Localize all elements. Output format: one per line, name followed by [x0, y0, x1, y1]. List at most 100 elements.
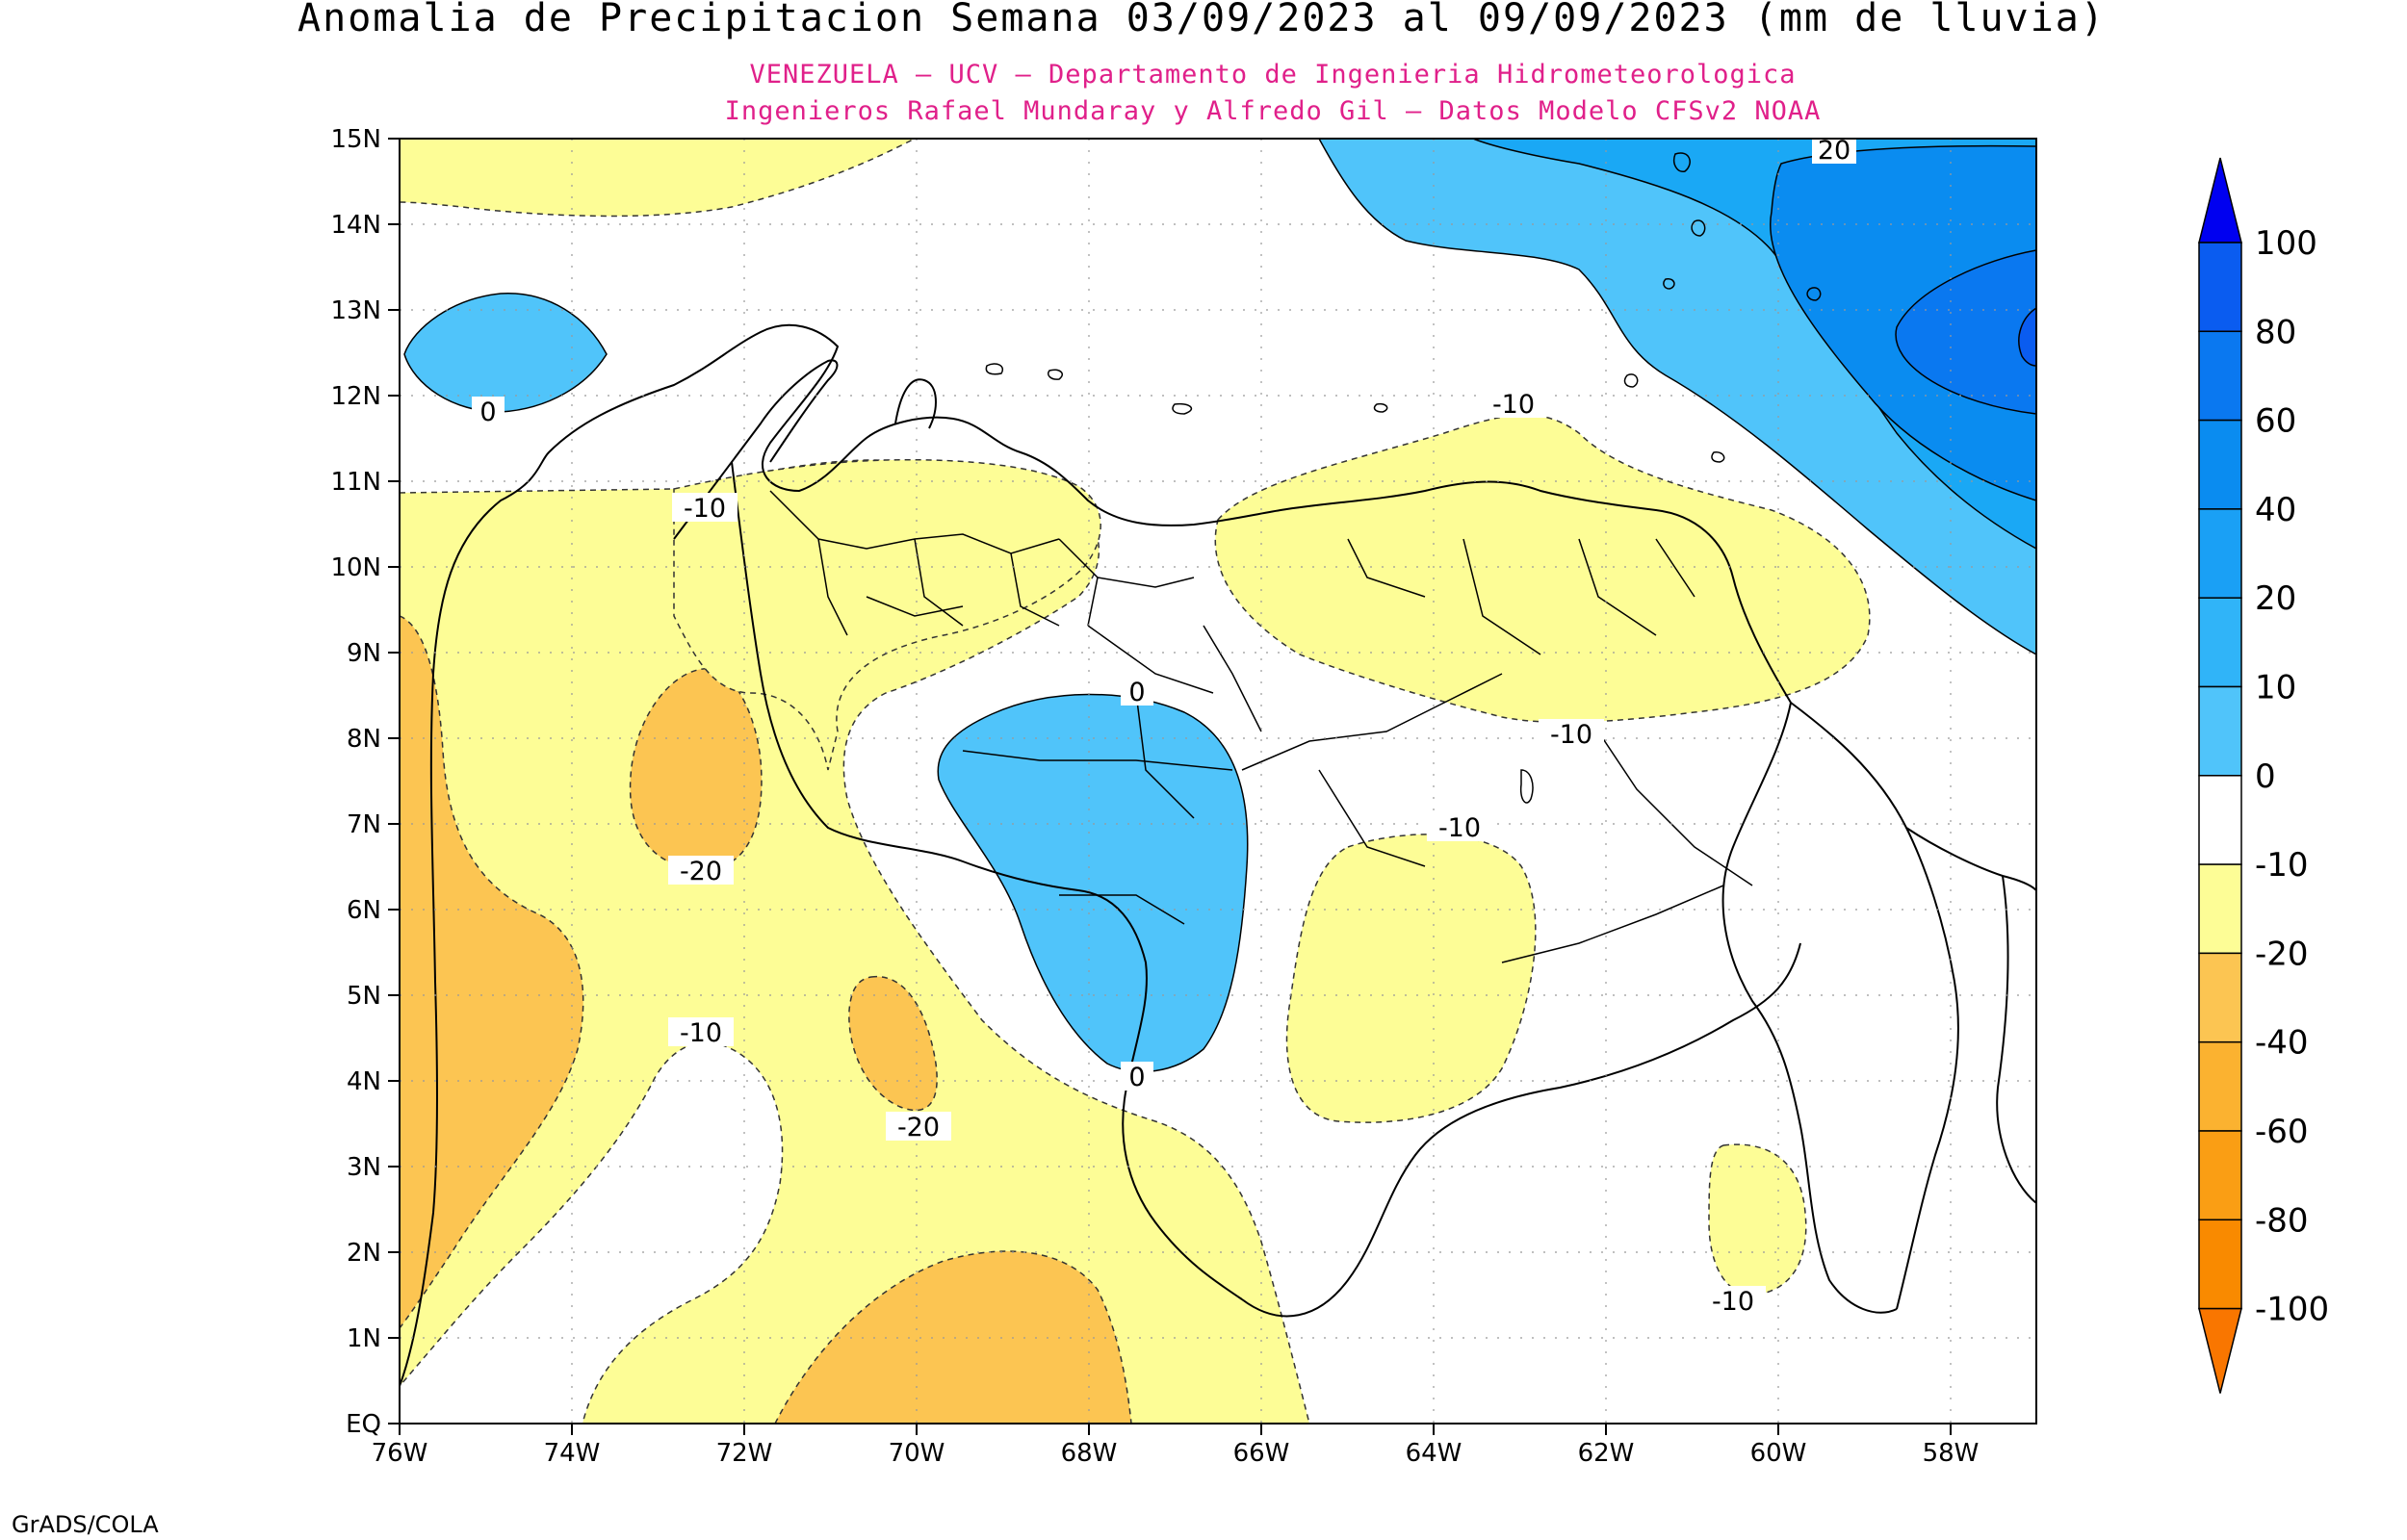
border-guyana-suriname: [1896, 827, 1959, 1310]
colorbar-label: 60: [2255, 402, 2296, 441]
colorbar-segment: [2198, 1219, 2242, 1310]
colorbar-segment: [2198, 1040, 2242, 1132]
anomaly-pos60-ocean-east: [2018, 307, 2036, 367]
lat-label: 6N: [347, 896, 381, 925]
anomaly-pos0-ocean-west: [403, 293, 608, 413]
border-venezuela-guyana: [1721, 702, 1898, 1314]
svg-text:20: 20: [1818, 136, 1851, 166]
lat-label: 11N: [330, 468, 381, 497]
latitude-axis: [388, 138, 400, 1424]
colorbar-segment: [2198, 330, 2242, 422]
coastlines-and-borders: [400, 152, 2036, 1387]
lon-label: 66W: [1233, 1439, 1290, 1468]
svg-text:-10: -10: [1550, 720, 1592, 750]
colorbar-label: 10: [2255, 669, 2296, 707]
lat-label: 13N: [330, 296, 381, 325]
colorbar-label: -60: [2255, 1113, 2309, 1151]
lat-label: 1N: [347, 1324, 381, 1353]
svg-text:-10: -10: [1712, 1287, 1754, 1317]
lon-label: 64W: [1406, 1439, 1462, 1468]
map-subtitle-2: Ingenieros Rafael Mundaray y Alfredo Gil…: [725, 96, 1822, 126]
anomaly-fields: [400, 139, 2036, 1424]
footer-credit: GrADS/COLA: [12, 1511, 159, 1538]
lat-label: 9N: [347, 639, 381, 668]
colorbar-label: 100: [2255, 224, 2317, 263]
anomaly-pos0-amazonas: [937, 693, 1249, 1073]
svg-text:0: 0: [1128, 1063, 1145, 1092]
anomaly-neg20-south: [774, 1250, 1132, 1424]
colorbar-arrow-top: [2198, 157, 2242, 244]
contour-label: -10: [1539, 719, 1604, 750]
lat-label: 2N: [347, 1239, 381, 1268]
contour-labels: 20 -10 0 -10 0 -10 -10 -20 -10 -20 0 -10: [472, 135, 1856, 1317]
colorbar-label: -40: [2255, 1024, 2309, 1063]
colorbar-segment: [2198, 1130, 2242, 1221]
lat-label: 14N: [330, 211, 381, 240]
lon-label: 58W: [1923, 1439, 1980, 1468]
coastline-guajira: [673, 359, 839, 540]
colorbar-label: -20: [2255, 935, 2309, 973]
colorbar-label: 40: [2255, 491, 2296, 529]
lat-label: 5N: [347, 982, 381, 1011]
lon-label: 74W: [544, 1439, 601, 1468]
latitude-labels: 15N 14N 13N 12N 11N 10N 9N 8N 7N 6N 5N 4…: [330, 125, 381, 1439]
lat-label: 15N: [330, 125, 381, 154]
lat-label: 4N: [347, 1067, 381, 1096]
svg-text:0: 0: [479, 398, 496, 427]
colorbar-label: 80: [2255, 313, 2296, 351]
anomaly-neg20-meta: [848, 976, 938, 1112]
contour-label: 0: [1121, 1062, 1153, 1092]
colorbar-arrow-bottom: [2198, 1307, 2242, 1394]
coastline-guyana: [1790, 702, 2036, 891]
coastline-paraguana: [894, 378, 937, 429]
border-colombia-venezuela: [731, 461, 1243, 1300]
lon-label: 68W: [1061, 1439, 1118, 1468]
lat-label: 3N: [347, 1153, 381, 1182]
colorbar-label: -10: [2255, 846, 2309, 885]
colorbar-segment: [2198, 952, 2242, 1043]
svg-text:-10: -10: [1492, 390, 1535, 420]
contour-label: -10: [668, 1017, 734, 1048]
anomaly-neg20-west-edge: [400, 615, 584, 1330]
map-subtitle-1: VENEZUELA — UCV — Departamento de Ingeni…: [749, 60, 1796, 90]
anomaly-neg20-catatumbo: [629, 668, 763, 870]
lat-label: 10N: [330, 553, 381, 582]
state-borders-east: [1241, 538, 1753, 963]
colorbar-label: 0: [2255, 757, 2276, 796]
anomaly-neg10-bolivar: [1285, 834, 1537, 1123]
contour-label: -10: [672, 493, 738, 524]
contour-label: -10: [1427, 812, 1492, 843]
longitude-axis: [399, 1424, 1952, 1435]
lat-label: EQ: [346, 1410, 381, 1439]
colorbar-segment: [2198, 863, 2242, 955]
contour-label: 0: [472, 397, 505, 427]
anomaly-neg10-northeast: [1214, 414, 1871, 724]
contour-label: 0: [1121, 677, 1153, 707]
svg-text:-10: -10: [684, 494, 726, 524]
state-borders-central: [962, 577, 1262, 925]
lon-label: 72W: [716, 1439, 773, 1468]
plot-frame: [399, 138, 2037, 1424]
anomaly-neg10-north-strip: [400, 139, 916, 218]
border-suriname-east: [1996, 875, 2036, 1204]
contour-label: -10: [1481, 389, 1546, 420]
contour-label: -20: [886, 1112, 951, 1142]
anomaly-pos40-ocean-east: [1895, 249, 2036, 415]
colorbar-label: -80: [2255, 1201, 2309, 1240]
lon-label: 62W: [1578, 1439, 1635, 1468]
lon-label: 76W: [372, 1439, 428, 1468]
colorbar-segment: [2198, 775, 2242, 865]
longitude-labels: 76W 74W 72W 70W 68W 66W 64W 62W 60W 58W: [372, 1439, 1980, 1468]
svg-text:0: 0: [1128, 678, 1145, 707]
lat-label: 12N: [330, 382, 381, 411]
colorbar-label: 20: [2255, 579, 2296, 618]
map-title: Anomalia de Precipitacion Semana 03/09/2…: [298, 0, 2106, 40]
colorbar-label: -100: [2255, 1291, 2329, 1329]
svg-text:-20: -20: [897, 1113, 940, 1142]
lon-label: 70W: [889, 1439, 945, 1468]
islands-caribbean: [985, 152, 1822, 804]
border-venezuela-brazil: [1241, 942, 1801, 1318]
colorbar-segment: [2198, 242, 2242, 333]
